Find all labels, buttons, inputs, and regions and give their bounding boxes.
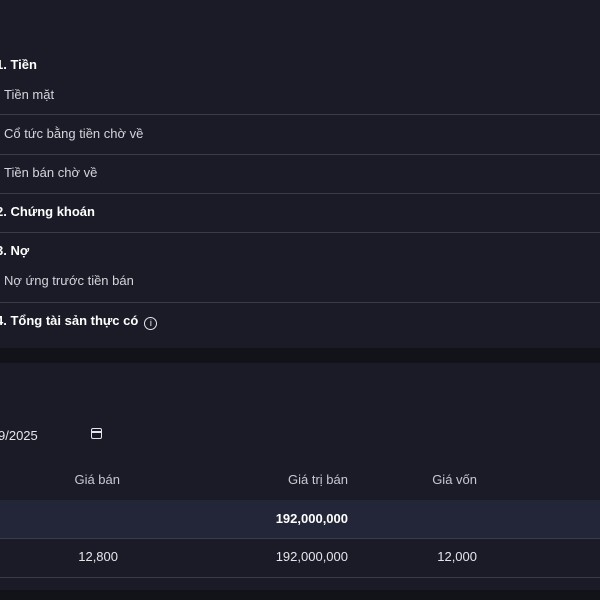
row-sell-value: 192,000,000	[275, 549, 348, 564]
date-input[interactable]: 9/2025	[0, 428, 38, 443]
total-row	[0, 500, 600, 538]
total-sell-value: 192,000,000	[275, 511, 348, 526]
section-gap	[0, 348, 600, 363]
divider	[0, 538, 600, 539]
item-cash: Tiền mặt	[4, 87, 55, 102]
item-sale-pending: Tiền bán chờ về	[4, 165, 98, 180]
calendar-icon[interactable]	[91, 428, 102, 439]
bottom-gap	[0, 590, 600, 600]
section-securities-title: 2. Chứng khoán	[0, 204, 95, 219]
section-cash-title: 1. Tiền	[0, 57, 37, 72]
divider	[0, 154, 600, 155]
row-sell-price: 12,800	[78, 549, 118, 564]
sales-panel	[0, 363, 600, 590]
divider	[0, 302, 600, 303]
header-cost-price: Giá vốn	[432, 472, 477, 487]
section-debt-title: 3. Nợ	[0, 243, 30, 258]
divider	[0, 114, 600, 115]
section-net-assets-title: 4. Tổng tài sản thực có	[0, 313, 139, 328]
header-sell-price: Giá bán	[74, 472, 120, 487]
divider	[0, 193, 600, 194]
info-circle-icon[interactable]: i	[144, 317, 158, 330]
header-sell-value: Giá trị bán	[288, 472, 348, 487]
row-cost-price: 12,000	[437, 549, 477, 564]
divider	[0, 232, 600, 233]
item-dividend-pending: Cổ tức bằng tiền chờ về	[4, 126, 144, 141]
asset-summary-panel: 1. Tiền Tiền mặt Cổ tức bằng tiền chờ về…	[0, 57, 600, 330]
section-net-assets: 4. Tổng tài sản thực có i	[0, 313, 596, 330]
divider	[0, 577, 600, 578]
item-advance-debt: Nợ ứng trước tiền bán	[4, 273, 134, 288]
